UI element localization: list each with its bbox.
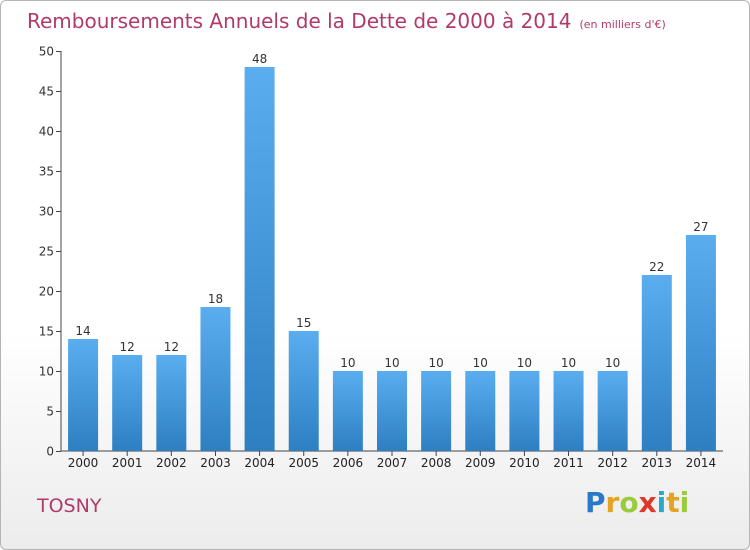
data-label-2008: 10 <box>428 356 443 370</box>
data-label-2010: 10 <box>517 356 532 370</box>
data-label-2001: 12 <box>120 340 135 354</box>
data-label-2006: 10 <box>340 356 355 370</box>
y-tick-label: 30 <box>39 205 54 219</box>
axes: 0 5 10 15 20 25 30 35 40 45 50 2000 2001 2002 2003 2004… <box>39 45 723 470</box>
bar-2007 <box>377 371 407 451</box>
data-label-2002: 12 <box>164 340 179 354</box>
bar-2000 <box>68 339 99 451</box>
y-tick-label: 40 <box>39 125 54 139</box>
data-label-2013: 22 <box>649 260 664 274</box>
bar-2014 <box>685 235 716 451</box>
x-tick-label-2005: 2005 <box>288 456 319 470</box>
chart-subtitle: (en milliers d'€) <box>579 18 666 31</box>
bar-2011 <box>553 371 584 451</box>
x-tick-label-2007: 2007 <box>377 456 408 470</box>
x-tick-label-2008: 2008 <box>421 456 452 470</box>
x-tick-label-2001: 2001 <box>112 456 143 470</box>
y-tick-label: 20 <box>39 285 54 299</box>
bar-2013 <box>641 275 672 451</box>
commune-name: TOSNY <box>37 495 102 517</box>
logo-letter: o <box>619 486 639 519</box>
y-tick-label: 50 <box>39 45 54 59</box>
proxiti-logo[interactable]: Proxiti <box>585 486 689 519</box>
title-row: Remboursements Annuels de la Dette de 20… <box>27 9 666 33</box>
x-tick-label-2009: 2009 <box>465 456 496 470</box>
data-label-2003: 18 <box>208 292 223 306</box>
bar-2006 <box>332 371 363 451</box>
x-tick-label-2004: 2004 <box>244 456 275 470</box>
bar-2009 <box>465 371 496 451</box>
y-tick-label: 15 <box>39 325 54 339</box>
logo-letter: x <box>638 486 657 519</box>
x-tick-label-2002: 2002 <box>156 456 187 470</box>
bar-2008 <box>421 371 452 451</box>
bar-2005 <box>288 331 319 451</box>
bar-2003 <box>200 307 231 451</box>
logo-letter: P <box>585 486 606 519</box>
x-tick-label-2010: 2010 <box>509 456 540 470</box>
bar-2001 <box>112 355 143 451</box>
logo-letter: i <box>656 486 667 519</box>
bar-2004 <box>244 67 275 451</box>
chart-title: Remboursements Annuels de la Dette de 20… <box>27 9 572 33</box>
data-label-2014: 27 <box>693 220 708 234</box>
data-label-2005: 15 <box>296 316 311 330</box>
x-tick-label-2011: 2011 <box>553 456 584 470</box>
data-labels: 14 12 12 18 48 15 10 10 10 10 10 10 10 22 27 <box>75 52 708 370</box>
y-tick-label: 45 <box>39 85 54 99</box>
data-label-2000: 14 <box>75 324 90 338</box>
data-label-2009: 10 <box>473 356 488 370</box>
y-tick-label: 35 <box>39 165 54 179</box>
logo-letter: t <box>666 486 680 519</box>
logo-letter: r <box>605 486 620 519</box>
data-label-2007: 10 <box>384 356 399 370</box>
y-tick-label: 5 <box>46 405 54 419</box>
y-tick-label: 25 <box>39 245 54 259</box>
bar-2010 <box>509 371 540 451</box>
data-label-2011: 10 <box>561 356 576 370</box>
x-tick-label-2013: 2013 <box>642 456 673 470</box>
data-label-2012: 10 <box>605 356 620 370</box>
x-tick-label-2014: 2014 <box>686 456 717 470</box>
bars <box>68 67 716 451</box>
y-tick-label: 0 <box>46 445 54 459</box>
x-tick-label-2003: 2003 <box>200 456 231 470</box>
x-tick-label-2006: 2006 <box>333 456 364 470</box>
bar-2002 <box>156 355 187 451</box>
logo-letter: i <box>679 486 690 519</box>
x-tick-label-2000: 2000 <box>68 456 99 470</box>
data-label-2004: 48 <box>252 52 267 66</box>
y-tick-label: 10 <box>39 365 54 379</box>
x-tick-label-2012: 2012 <box>597 456 628 470</box>
bar-2012 <box>597 371 628 451</box>
